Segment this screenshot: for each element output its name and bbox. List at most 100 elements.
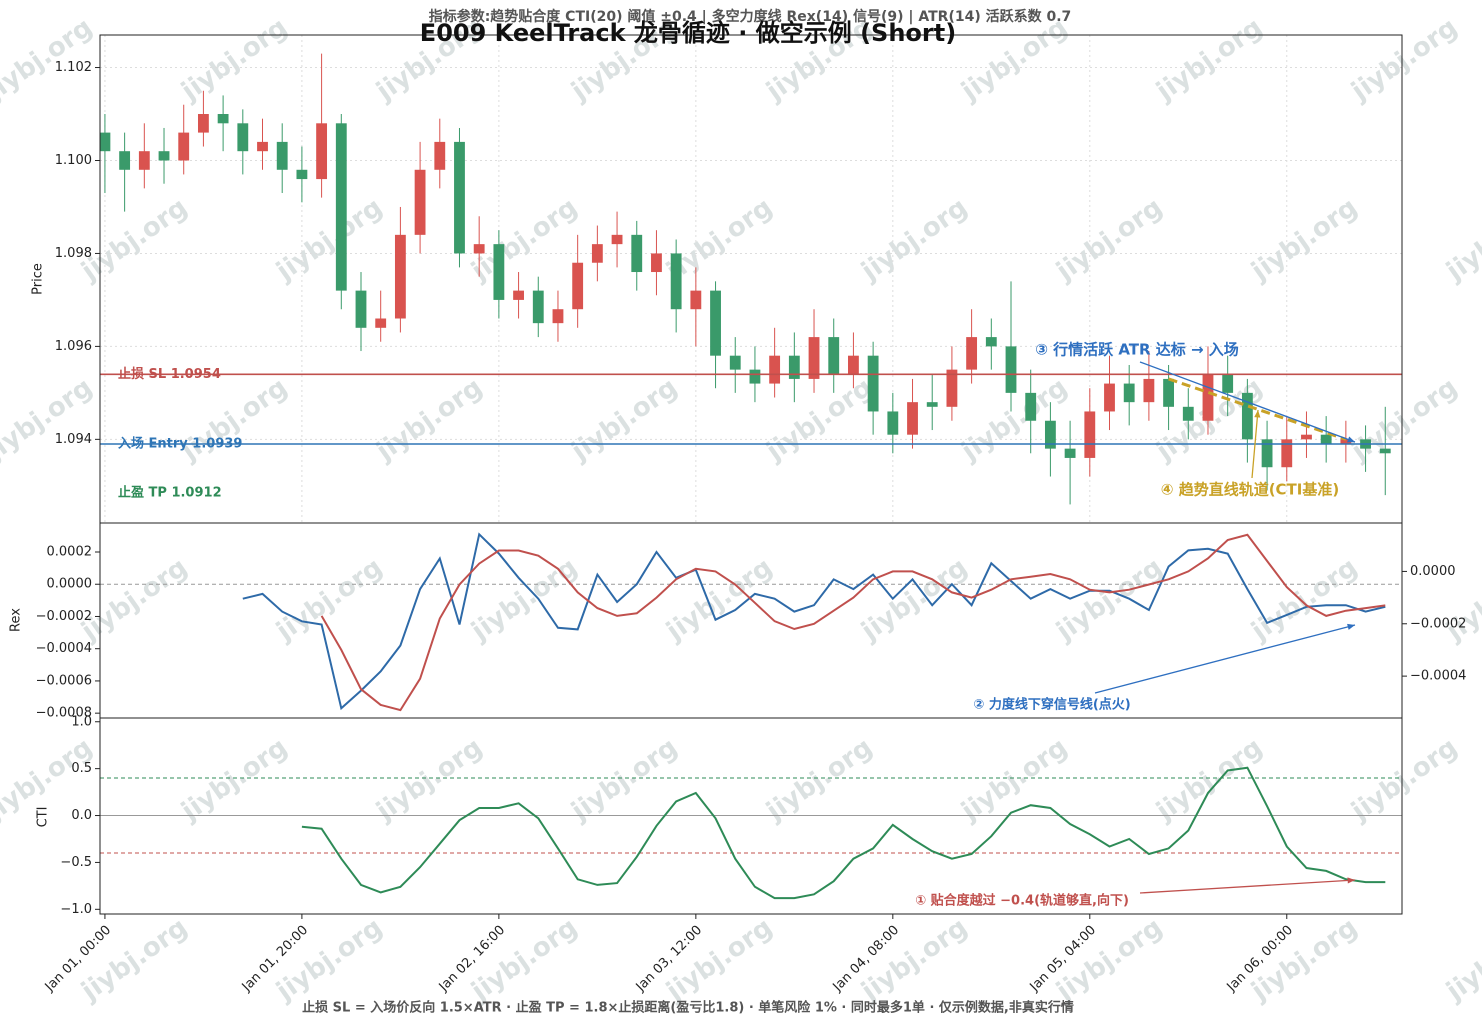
y-tick-label: −0.5: [60, 855, 92, 870]
candle-body: [493, 244, 505, 300]
y-tick-label: 0.0002: [47, 545, 93, 560]
level-label: 入场 Entry 1.0939: [118, 436, 242, 451]
candle-body: [138, 151, 150, 170]
chart-title: E009 KeelTrack 龙骨循迹 · 做空示例 (Short): [420, 19, 956, 47]
candle-body: [1340, 439, 1352, 444]
candle-body: [237, 123, 249, 152]
candle-body: [335, 123, 347, 291]
y-tick-label: 1.094: [55, 432, 92, 447]
level-label: 止盈 TP 1.0912: [118, 485, 222, 501]
candle-body: [808, 337, 820, 379]
series-line: [320, 533, 1386, 712]
candle-body: [631, 234, 643, 273]
series-line: [242, 532, 1386, 711]
y-tick-label: −0.0004: [36, 641, 92, 656]
candle-body: [710, 290, 721, 356]
candle-body: [276, 141, 288, 170]
y-tick-label: 0.0: [71, 808, 92, 823]
candle-body: [966, 337, 978, 370]
y2-tick-label: −0.0004: [1410, 669, 1466, 684]
candle-body: [217, 114, 229, 124]
candle-body: [926, 402, 938, 407]
annotation: ② 力度线下穿信号线(点火): [973, 697, 1130, 713]
annotation-arrow: [1139, 879, 1356, 894]
candle-body: [946, 369, 958, 407]
candle-body: [1379, 448, 1391, 454]
y-axis-label: CTI: [36, 807, 51, 828]
candle-body: [1281, 439, 1293, 468]
candle-body: [1044, 420, 1056, 449]
candle-body: [1143, 378, 1155, 403]
candle-body: [887, 411, 899, 435]
candle-body: [749, 369, 761, 384]
candle-body: [434, 141, 446, 170]
arrow-head: [1347, 623, 1355, 630]
candle-body: [670, 253, 682, 310]
candle-body: [1123, 383, 1135, 403]
arrow-head: [1347, 436, 1355, 443]
candle-body: [848, 355, 859, 375]
candle-body: [1261, 439, 1273, 468]
candle-body: [1320, 434, 1332, 444]
level-label: 止损 SL 1.0954: [118, 366, 221, 382]
y-tick-label: −0.0006: [36, 673, 92, 688]
y-tick-label: −1.0: [60, 902, 92, 917]
annotation-arrow: [1094, 624, 1356, 694]
candle-body: [394, 234, 406, 319]
candle-body: [178, 132, 190, 161]
y-tick-label: 1.096: [55, 339, 92, 354]
candle-body: [1202, 374, 1214, 421]
annotation-arrow: [1251, 409, 1259, 479]
candle-body: [414, 169, 426, 235]
y-tick-label: −0.0008: [36, 706, 92, 721]
y-tick-label: 1.102: [55, 60, 92, 75]
candle-body: [1301, 434, 1312, 440]
y2-tick-label: 0.0000: [1410, 564, 1456, 579]
candle-body: [1241, 392, 1253, 440]
candle-body: [867, 355, 879, 412]
candle-body: [828, 337, 840, 375]
candle-body: [1182, 406, 1194, 421]
subtitle: 指标参数:趋势贴合度 CTI(20) 阈值 ±0.4 | 多空力度线 Rex(1…: [429, 8, 1072, 25]
y2-tick-label: −0.0002: [1410, 616, 1466, 631]
candle-body: [729, 355, 741, 370]
annotation: ④ 趋势直线轨道(CTI基准): [1161, 481, 1339, 499]
candle-body: [1163, 378, 1175, 407]
y-axis-label: Rex: [9, 608, 24, 632]
candle-body: [473, 244, 485, 254]
candle-body: [1025, 392, 1037, 421]
candle-body: [552, 309, 564, 324]
footer: 止损 SL = 入场价反向 1.5×ATR · 止盈 TP = 1.8×止损距离…: [302, 1000, 1074, 1016]
candle-body: [1104, 383, 1115, 412]
candle-body: [296, 169, 308, 180]
candle-body: [119, 151, 131, 170]
candle-body: [1005, 346, 1017, 393]
annotation: ③ 行情活跃 ATR 达标 → 入场: [1035, 341, 1239, 359]
candle-body: [788, 355, 800, 379]
candle-body: [257, 141, 268, 152]
candle-body: [690, 290, 702, 310]
y-tick-label: 1.100: [55, 153, 92, 168]
candle-body: [769, 355, 781, 384]
candle-body: [454, 141, 465, 254]
candle-body: [355, 290, 367, 328]
candle-body: [99, 132, 111, 152]
y-tick-label: 0.5: [71, 761, 92, 776]
candle-body: [591, 244, 603, 263]
candle-body: [985, 337, 997, 347]
y-tick-label: −0.0002: [36, 609, 92, 624]
candle-body: [611, 234, 623, 245]
candle-body: [572, 262, 584, 310]
candle-body: [375, 318, 387, 328]
trend-line: [1168, 377, 1347, 441]
candle-body: [532, 290, 544, 324]
y-tick-label: 0.0000: [47, 577, 93, 592]
y-tick-label: 1.098: [55, 246, 92, 261]
candle-body: [316, 123, 328, 180]
candle-body: [1084, 411, 1096, 458]
candle-body: [513, 290, 524, 300]
y-tick-label: 1.0: [71, 714, 92, 729]
candle-body: [158, 151, 170, 161]
y-axis-label: Price: [31, 263, 46, 295]
